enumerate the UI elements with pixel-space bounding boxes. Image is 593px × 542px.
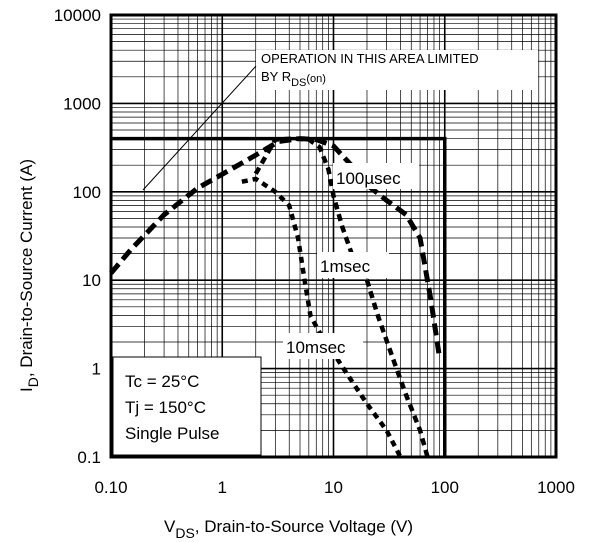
annotation-box (256, 50, 538, 90)
soa-limit-boundary (111, 136, 447, 457)
series-line-100sec (109, 136, 443, 359)
x-tick-label: 1 (218, 478, 227, 497)
y-tick-label: 10000 (54, 6, 101, 25)
boundary-layer (111, 136, 447, 457)
curve-label-10msec: 10msec (286, 338, 346, 357)
annotation-leader-line (142, 65, 257, 191)
plot-frame (109, 13, 558, 459)
y-axis-title: ID, Drain-to-Source Current (A) (17, 159, 41, 392)
x-tick-label: 0.10 (94, 478, 127, 497)
y-tick-label: 0.1 (77, 448, 101, 467)
y-tick-label: 1000 (63, 94, 101, 113)
label-bg-100usec (333, 163, 419, 189)
x-tick-label: 100 (431, 478, 459, 497)
y-tick-labels: 0.1 1 10 100 1000 10000 (54, 6, 101, 467)
y-tick-label: 1 (92, 360, 101, 379)
x-tick-label: 10 (324, 478, 343, 497)
annotation-line-1: OPERATION IN THIS AREA LIMITED (261, 51, 479, 66)
conditions-box (112, 356, 262, 456)
x-tick-labels: 0.10 1 10 100 1000 (94, 478, 574, 497)
condition-tj: Tj = 150°C (125, 398, 206, 417)
condition-tc: Tc = 25°C (125, 372, 199, 391)
condition-pulse: Single Pulse (125, 424, 220, 443)
label-bg-1msec (317, 252, 389, 278)
curve-label-1msec: 1msec (320, 257, 371, 276)
annotation-line-2: BY RDS(on) (261, 69, 326, 89)
label-bg-10msec (283, 333, 363, 359)
x-axis-title: VDS, Drain-to-Source Voltage (V) (164, 517, 413, 541)
y-tick-label: 100 (73, 183, 101, 202)
series-line-1msec (253, 136, 430, 458)
y-tick-label: 10 (82, 271, 101, 290)
curve-label-100usec: 100µsec (336, 169, 401, 188)
curves-layer (109, 136, 443, 459)
series-line-10msec (241, 176, 403, 459)
x-tick-label: 1000 (537, 478, 575, 497)
